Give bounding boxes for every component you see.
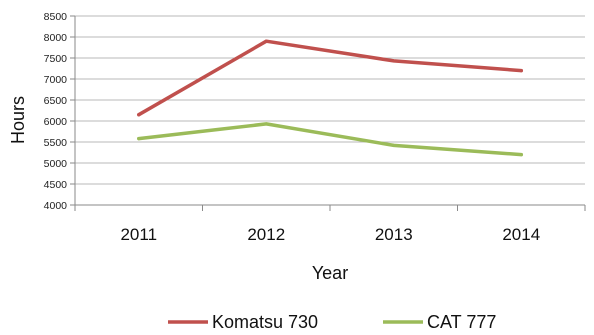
y-tick-label: 6500 — [44, 95, 68, 107]
x-axis-title: Year — [312, 263, 348, 283]
legend-label-1: CAT 777 — [427, 312, 496, 332]
series-lines — [137, 39, 524, 157]
x-tick-label: 2014 — [502, 225, 540, 244]
data-point — [392, 143, 396, 147]
data-point — [392, 59, 396, 63]
x-tick-label: 2011 — [120, 225, 157, 244]
y-tick-label: 5500 — [44, 137, 68, 149]
series-line-0 — [137, 39, 524, 117]
series-line-1 — [137, 122, 524, 157]
x-axis: 2011 2012 2013 2014 — [74, 16, 586, 244]
data-point — [137, 113, 141, 117]
data-point — [519, 69, 523, 73]
y-tick-label: 7000 — [44, 74, 68, 86]
data-point — [137, 137, 141, 141]
y-tick-label: 4500 — [44, 179, 68, 191]
legend: Komatsu 730 CAT 777 — [168, 312, 496, 332]
legend-label-0: Komatsu 730 — [212, 312, 318, 332]
gridlines — [75, 15, 585, 206]
data-point — [519, 153, 523, 157]
y-axis-title: Hours — [8, 96, 28, 144]
y-tick-label: 8000 — [44, 32, 68, 44]
x-tick-label: 2013 — [375, 225, 413, 244]
data-point — [264, 122, 268, 126]
y-tick-label: 5000 — [44, 158, 68, 170]
data-point — [264, 39, 268, 43]
y-axis-ticks: 4000 4500 5000 5500 6000 6500 7000 7500 8000 8500 — [44, 11, 75, 212]
y-tick-label: 6000 — [44, 116, 68, 128]
x-tick-label: 2012 — [247, 225, 285, 244]
y-tick-label: 7500 — [44, 53, 68, 65]
y-tick-label: 4000 — [44, 200, 68, 212]
y-tick-label: 8500 — [44, 11, 68, 23]
